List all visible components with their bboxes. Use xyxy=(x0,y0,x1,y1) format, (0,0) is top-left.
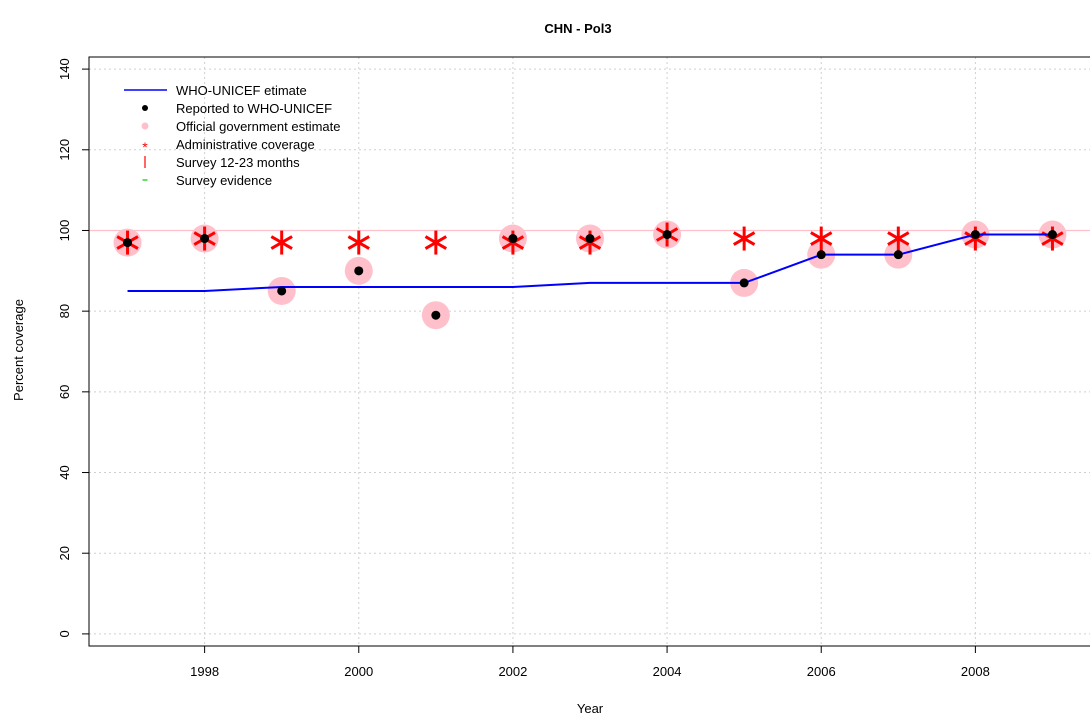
y-tick-label: 140 xyxy=(57,58,72,80)
legend-item: WHO-UNICEF etimate xyxy=(124,83,307,98)
y-tick-label: 40 xyxy=(57,465,72,479)
legend-item: Reported to WHO-UNICEF xyxy=(142,101,332,116)
svg-text:*: * xyxy=(142,139,148,155)
axes: 1998 2000 2002 2004 2006 2008 0 20 40 60 80 100 120 1… xyxy=(57,58,990,679)
legend-item: * Administrative coverage xyxy=(142,137,314,155)
admin-coverage-point xyxy=(733,226,756,251)
legend-symbol: * xyxy=(142,139,148,155)
reported-point xyxy=(200,234,210,244)
y-axis-label: Percent coverage xyxy=(11,299,26,401)
reported-point xyxy=(508,234,518,244)
legend-label: WHO-UNICEF etimate xyxy=(176,83,307,98)
y-tick-label: 60 xyxy=(57,385,72,399)
plot-marks xyxy=(113,220,1067,330)
legend-label: Survey evidence xyxy=(176,173,272,188)
admin-coverage-point xyxy=(887,226,910,251)
reported-point xyxy=(739,278,749,288)
legend-symbol xyxy=(142,105,148,111)
y-tick-label: 20 xyxy=(57,546,72,560)
reported-point xyxy=(123,238,133,248)
admin-coverage-point xyxy=(270,230,293,255)
plot-frame xyxy=(88,56,1090,647)
legend-label: Reported to WHO-UNICEF xyxy=(176,101,332,116)
legend-item: Official government estimate xyxy=(141,119,341,134)
chart-title: CHN - Pol3 xyxy=(544,21,611,36)
reported-point xyxy=(893,250,903,260)
y-tick-label: 100 xyxy=(57,220,72,242)
reported-point xyxy=(970,230,980,240)
x-tick-label: 2002 xyxy=(498,664,527,679)
x-axis-label: Year xyxy=(577,701,604,716)
legend-symbol xyxy=(141,122,149,130)
y-tick-label: 80 xyxy=(57,304,72,318)
reported-point xyxy=(1047,230,1057,240)
legend-item: Survey evidence xyxy=(142,173,272,188)
reported-point xyxy=(354,266,364,276)
y-tick-label: 0 xyxy=(57,630,72,637)
reported-point xyxy=(816,250,826,260)
reported-point xyxy=(662,230,672,240)
grid xyxy=(89,57,1090,646)
reported-point xyxy=(431,310,441,320)
admin-coverage-point xyxy=(424,230,447,255)
x-tick-label: 2006 xyxy=(807,664,836,679)
reported-point xyxy=(277,286,287,296)
admin-coverage-point xyxy=(347,230,370,255)
x-tick-label: 1998 xyxy=(190,664,219,679)
admin-coverage-point xyxy=(810,226,833,251)
x-tick-label: 2008 xyxy=(961,664,990,679)
legend-label: Administrative coverage xyxy=(176,137,315,152)
x-tick-label: 2004 xyxy=(653,664,682,679)
x-tick-label: 2000 xyxy=(344,664,373,679)
y-tick-label: 120 xyxy=(57,139,72,161)
legend-label: Official government estimate xyxy=(176,119,341,134)
legend-label: Survey 12-23 months xyxy=(176,155,300,170)
legend: WHO-UNICEF etimate Reported to WHO-UNICEF… xyxy=(124,83,341,188)
reported-point xyxy=(585,234,595,244)
legend-item: Survey 12-23 months xyxy=(144,155,300,170)
